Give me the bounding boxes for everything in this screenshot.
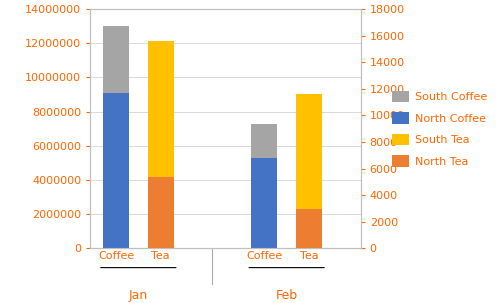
Text: Jan: Jan: [129, 289, 148, 302]
Text: Feb: Feb: [276, 289, 298, 302]
Bar: [148, 177, 173, 248]
Bar: [148, 41, 173, 177]
Legend: South Coffee, North Coffee, South Tea, North Tea: South Coffee, North Coffee, South Tea, N…: [388, 86, 491, 171]
Bar: [252, 158, 278, 248]
Bar: [296, 94, 322, 208]
Bar: [296, 208, 322, 248]
Bar: [103, 93, 129, 248]
Bar: [103, 26, 129, 93]
Bar: [252, 124, 278, 158]
